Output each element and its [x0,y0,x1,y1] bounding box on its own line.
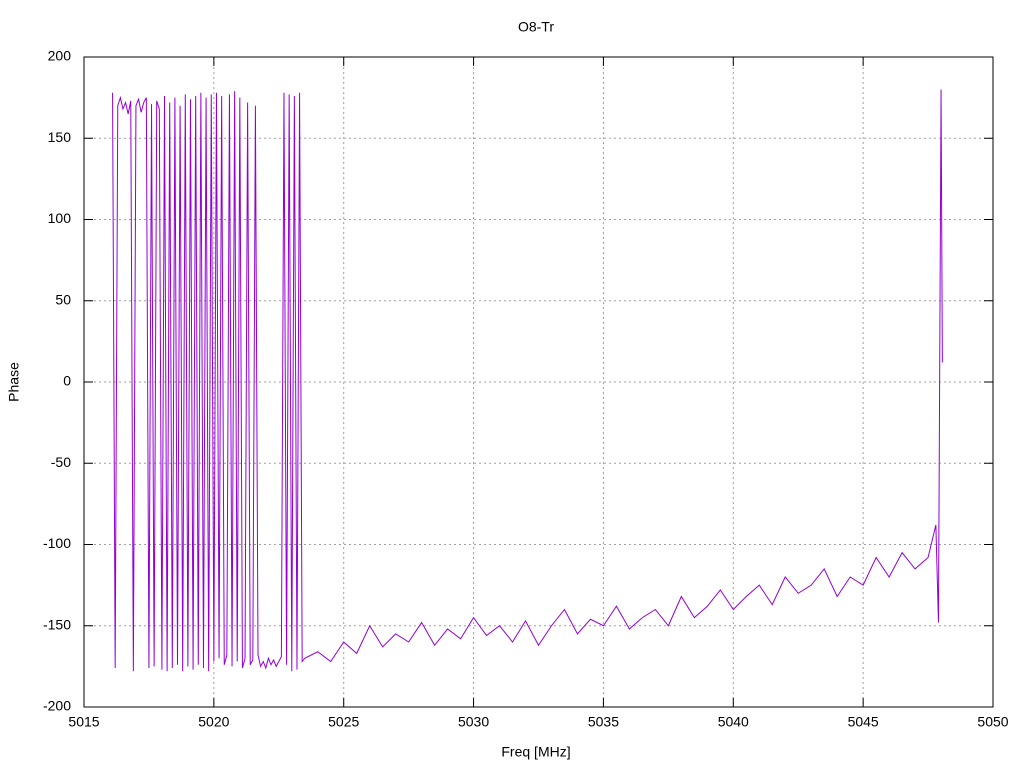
data-line [112,89,943,672]
y-tick-label: -100 [43,535,71,551]
chart-title: O8-Tr [518,19,554,35]
y-tick-label: -50 [51,454,71,470]
x-tick-label: 5015 [68,714,99,730]
x-tick-label: 5020 [198,714,229,730]
x-tick-label: 5030 [458,714,489,730]
y-tick-label: 0 [63,373,71,389]
y-tick-label: 150 [48,129,72,145]
y-tick-label: -150 [43,616,71,632]
x-tick-label: 5040 [718,714,749,730]
y-tick-label: -200 [43,698,71,714]
x-tick-label: 5025 [328,714,359,730]
y-tick-label: 100 [48,210,72,226]
x-tick-label: 5050 [977,714,1008,730]
x-axis-label: Freq [MHz] [501,744,570,760]
y-axis-label: Phase [6,362,22,402]
x-tick-label: 5045 [848,714,879,730]
y-tick-label: 50 [55,291,71,307]
plot-border [83,56,994,708]
y-tick-label: 200 [48,48,72,64]
x-tick-label: 5035 [588,714,619,730]
